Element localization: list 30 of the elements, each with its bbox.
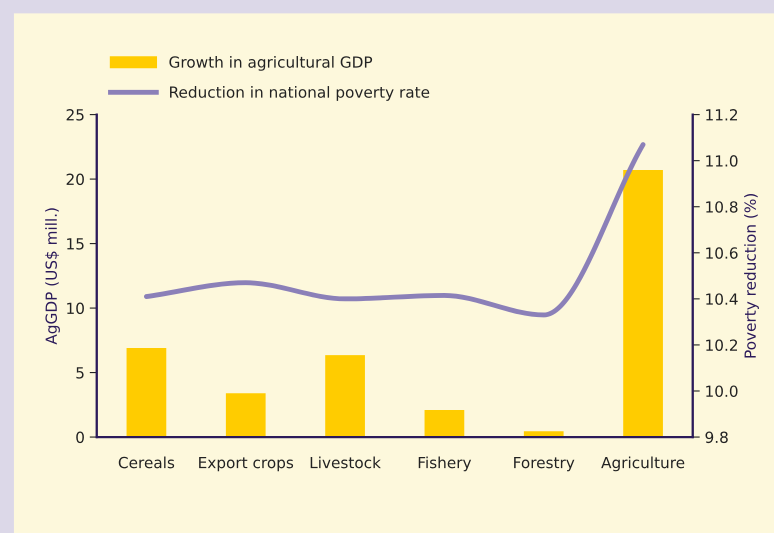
x-tick-label: Fishery [418, 456, 472, 472]
x-tick-label: Livestock [310, 456, 381, 468]
x-tick-label: Forestry [514, 456, 574, 472]
y2-tick-label: 11.0 [706, 155, 738, 167]
legend-label: Growth in agricultural GDP [169, 56, 372, 71]
y2-tick-label: 10.4 [706, 293, 738, 305]
bar [126, 348, 166, 438]
bar [325, 355, 365, 438]
y2-tick-label: 10.8 [706, 201, 738, 213]
bar [623, 170, 663, 438]
bar [424, 410, 464, 438]
y2-tick-label: 10.2 [706, 339, 738, 351]
x-tick-label: Export crops [199, 456, 294, 472]
bar [226, 393, 266, 438]
y-axis-title: AgGDP (US$ mill.) [45, 208, 60, 345]
x-tick-label: Agriculture [601, 456, 684, 472]
y2-tick-label: 11.2 [706, 109, 738, 120]
legend-label: Reduction in national poverty rate [170, 86, 430, 101]
y2-axis-title: Poverty reduction (%) [744, 194, 759, 358]
y-tick-label: 25 [66, 109, 84, 121]
y2-tick-label: 10.0 [706, 385, 738, 398]
y-tick-label: 0 [76, 432, 84, 444]
y2-tick-label: 9.8 [706, 432, 728, 444]
y2-tick-label: 10.6 [706, 247, 738, 259]
x-tick-label: Cereals [118, 456, 174, 468]
y-tick-label: 20 [66, 174, 84, 186]
y-tick-label: 5 [76, 367, 84, 379]
line-series [144, 142, 646, 318]
y-tick-label: 15 [67, 238, 84, 250]
y-tick-label: 10 [67, 302, 84, 314]
